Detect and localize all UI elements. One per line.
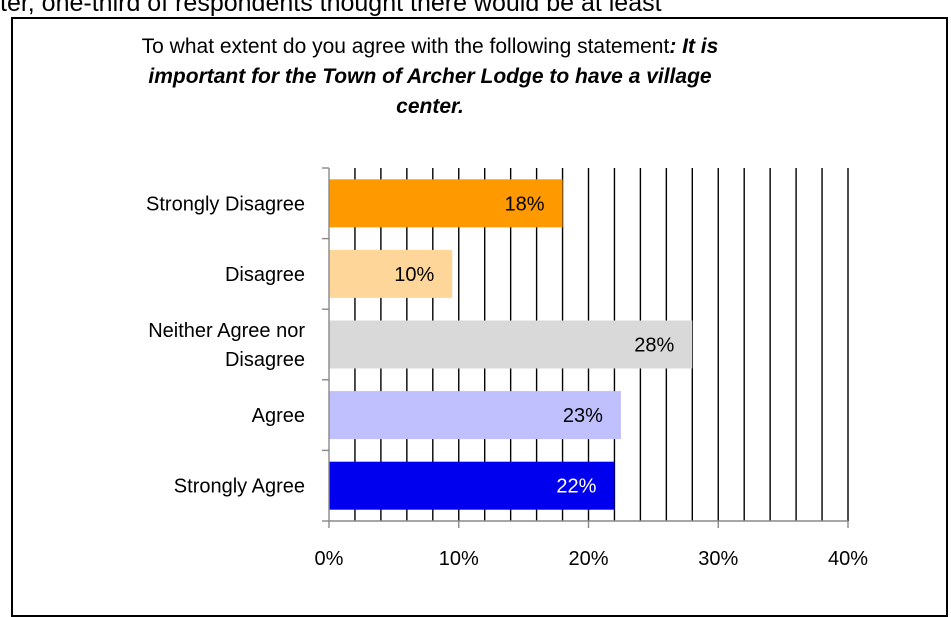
data-label: 23% bbox=[563, 405, 603, 427]
x-tick-label: 0% bbox=[315, 548, 344, 570]
data-label: 22% bbox=[556, 476, 596, 498]
data-label: 18% bbox=[505, 193, 545, 215]
x-tick-label: 40% bbox=[828, 548, 868, 570]
category-label: Agree bbox=[252, 405, 305, 427]
x-tick-label: 30% bbox=[698, 548, 738, 570]
category-label: Neither Agree nor bbox=[148, 320, 305, 342]
category-label: Disagree bbox=[225, 349, 305, 371]
x-tick-label: 10% bbox=[439, 548, 479, 570]
data-label: 10% bbox=[394, 264, 434, 286]
category-label: Disagree bbox=[225, 264, 305, 286]
category-label: Strongly Disagree bbox=[146, 193, 305, 215]
data-label: 28% bbox=[634, 335, 674, 357]
category-label: Strongly Agree bbox=[174, 476, 305, 498]
x-tick-label: 20% bbox=[568, 548, 608, 570]
